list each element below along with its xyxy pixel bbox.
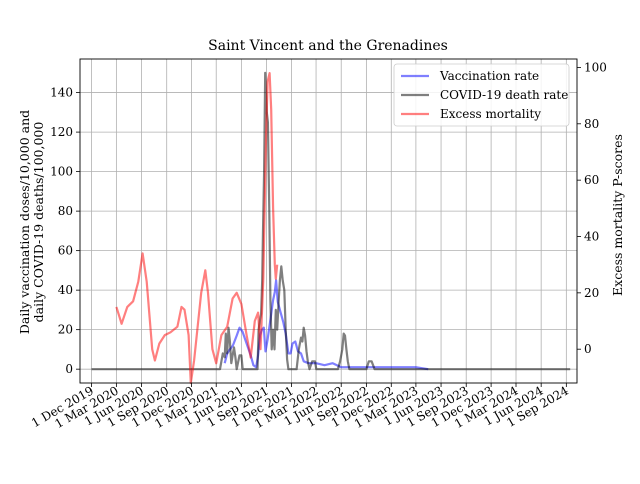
legend-box (393, 63, 570, 127)
right-y-tick-label: 0 (584, 342, 592, 356)
chart-title: Saint Vincent and the Grenadines (208, 38, 448, 54)
right-y-tick-label: 20 (584, 286, 599, 300)
y-tick-label: 0 (65, 362, 73, 376)
legend: Vaccination rate COVID-19 death rate Exces… (393, 63, 570, 127)
series-line-1 (223, 279, 429, 371)
axes (79, 58, 578, 384)
legend-label-2: COVID-19 death rate (440, 88, 568, 102)
y-tick-label: 60 (58, 244, 73, 258)
y-tick-label: 100 (50, 165, 73, 179)
y-tick-label: 20 (58, 323, 73, 337)
right-y-tick-label: 80 (584, 117, 599, 131)
y-tick-label: 140 (50, 86, 73, 100)
right-y-tick-label: 40 (584, 229, 599, 243)
plot-frame (79, 58, 578, 384)
y-tick-label: 120 (50, 125, 73, 139)
left-y-axis: 0 20 40 60 80 100 120 140 (50, 86, 80, 376)
right-y-axis: 0 20 40 60 80 100 (577, 60, 607, 356)
right-y-label: Excess mortality P-scores (610, 134, 625, 296)
grid-lines (80, 59, 577, 383)
left-y-label-line-2: daily COVID-19 deaths/100,000 (31, 122, 46, 323)
legend-label-3: Excess mortality (440, 107, 541, 121)
right-y-tick-label: 100 (584, 60, 607, 74)
y-tick-label: 40 (58, 283, 73, 297)
y-tick-label: 80 (58, 204, 73, 218)
series-line-3 (115, 71, 279, 385)
legend-label-1: Vaccination rate (439, 69, 539, 83)
series-line-2 (91, 71, 571, 371)
right-y-tick-label: 60 (584, 173, 599, 187)
series-lines (91, 71, 571, 385)
left-y-label-line-1: Daily vaccination doses/10,000 and (17, 110, 32, 334)
